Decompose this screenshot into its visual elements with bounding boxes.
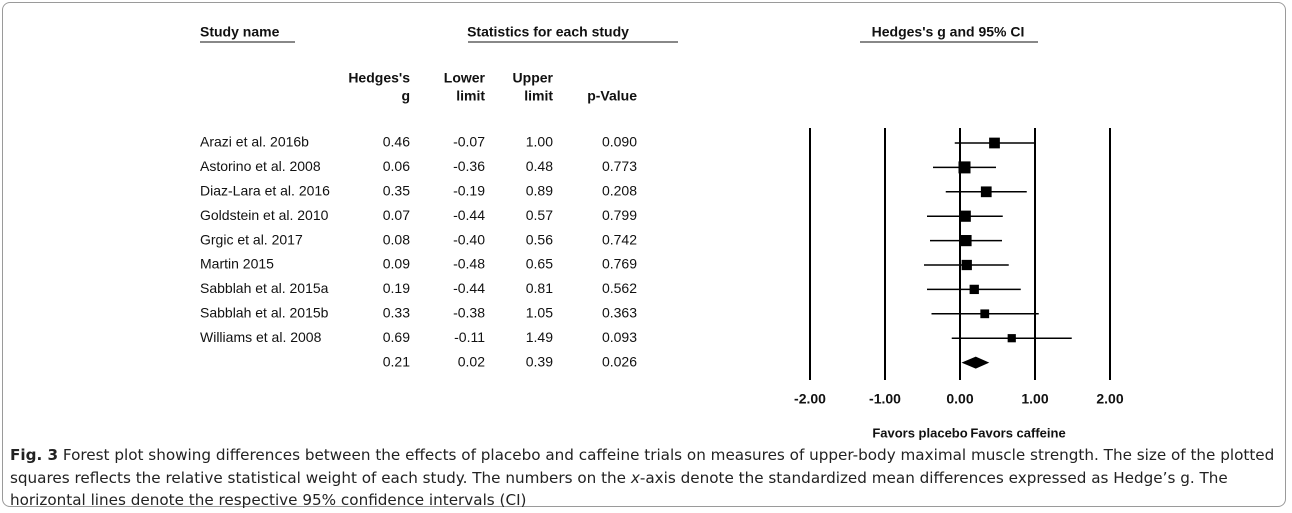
upper-limit: 0.57 (526, 207, 553, 223)
p-value: 0.742 (602, 231, 637, 247)
effect-square (980, 309, 990, 319)
p-value: 0.773 (602, 158, 637, 174)
header: Study name (200, 24, 280, 40)
p-value: 0.799 (602, 207, 637, 223)
effect-square (959, 210, 971, 222)
study-name: Martin 2015 (200, 256, 274, 272)
caption-label: Fig. 3 (10, 446, 59, 464)
hedges-g: 0.07 (383, 207, 410, 223)
column-header: p-Value (587, 88, 637, 104)
effect-square (960, 235, 972, 247)
header: Hedges's g and 95% CI (872, 24, 1025, 40)
p-value: 0.090 (602, 134, 637, 150)
caption: Fig. 3 Forest plot showing differences b… (10, 444, 1282, 512)
lower-limit: -0.19 (453, 183, 485, 199)
study-name: Grgic et al. 2017 (200, 231, 303, 247)
upper-limit: 0.81 (526, 280, 553, 296)
p-value: 0.562 (602, 280, 637, 296)
upper-limit: 0.89 (526, 183, 553, 199)
upper-limit: 0.65 (526, 256, 553, 272)
column-header: Lower (444, 70, 486, 86)
lower-limit: -0.07 (453, 134, 485, 150)
upper-limit: 0.56 (526, 231, 553, 247)
hedges-g: 0.09 (383, 256, 410, 272)
hedges-g: 0.33 (383, 305, 410, 321)
x-tick-label: 2.00 (1096, 391, 1123, 407)
x-tick-label: 1.00 (1021, 391, 1048, 407)
p-value: 0.093 (602, 329, 637, 345)
lower-limit: -0.40 (453, 231, 485, 247)
lower-limit: -0.48 (453, 256, 485, 272)
effect-square (969, 284, 979, 295)
study-name: Arazi et al. 2016b (200, 134, 309, 150)
x-tick-label: -2.00 (794, 391, 826, 407)
study-name: Sabblah et al. 2015b (200, 305, 329, 321)
lower-limit: -0.44 (453, 280, 485, 296)
hedges-g: 0.08 (383, 231, 410, 247)
x-tick-label: 0.00 (946, 391, 973, 407)
upper-limit: 0.39 (526, 353, 553, 369)
favors-label: Favors placebo (872, 425, 967, 440)
lower-limit: -0.36 (453, 158, 485, 174)
column-header: g (401, 88, 410, 104)
chart: Study name Statistics for each study Hedge… (200, 24, 1124, 440)
p-value: 0.208 (602, 183, 637, 199)
effect-square (958, 161, 971, 174)
upper-limit: 1.05 (526, 305, 553, 321)
caption-text: Forest plot showing differences between … (10, 446, 1275, 487)
study-name: Sabblah et al. 2015a (200, 280, 329, 296)
p-value: 0.769 (602, 256, 637, 272)
effect-square (989, 137, 1000, 149)
summary-diamond (961, 356, 990, 369)
x-tick-label: -1.00 (869, 391, 901, 407)
hedges-g: 0.06 (383, 158, 410, 174)
study-name: Williams et al. 2008 (200, 329, 322, 345)
lower-limit: 0.02 (458, 353, 485, 369)
study-name: Astorino et al. 2008 (200, 158, 321, 174)
caption-text: -axis denote the standardized mean diffe… (10, 468, 1228, 510)
header: Statistics for each study (467, 24, 629, 40)
column-header: Hedges's (348, 70, 410, 86)
caption-text: x (630, 468, 640, 487)
frame (2, 2, 1286, 507)
hedges-g: 0.46 (383, 134, 410, 150)
lower-limit: -0.38 (453, 305, 485, 321)
upper-limit: 0.48 (526, 158, 553, 174)
effect-square (1007, 334, 1016, 343)
lower-limit: -0.11 (454, 329, 485, 345)
favors-label: Favors caffeine (970, 425, 1065, 440)
upper-limit: 1.00 (526, 134, 553, 150)
hedges-g: 0.69 (383, 329, 410, 345)
study-name: Diaz-Lara et al. 2016 (200, 183, 330, 199)
column-header: Upper (513, 70, 554, 86)
effect-square (980, 186, 992, 198)
effect-square (961, 259, 972, 271)
column-header: limit (524, 88, 553, 104)
column-header: limit (456, 88, 485, 104)
p-value: 0.026 (602, 353, 637, 369)
lower-limit: -0.44 (453, 207, 485, 223)
hedges-g: 0.35 (383, 183, 410, 199)
upper-limit: 1.49 (526, 329, 553, 345)
hedges-g: 0.21 (383, 353, 410, 369)
study-name: Goldstein et al. 2010 (200, 207, 329, 223)
hedges-g: 0.19 (383, 280, 410, 296)
p-value: 0.363 (602, 305, 637, 321)
